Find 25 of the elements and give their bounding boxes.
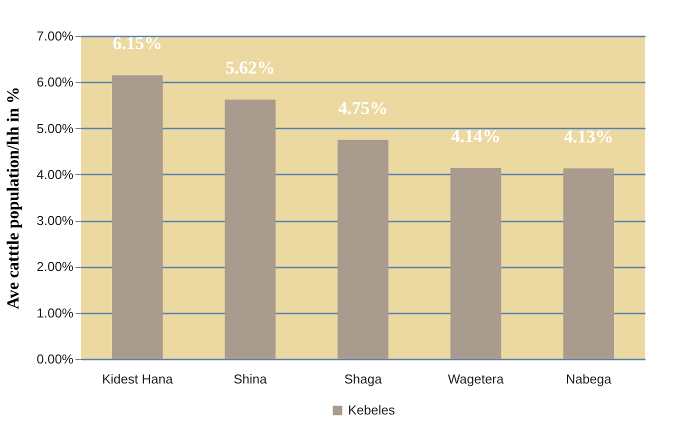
y-tick-label: 4.00%: [36, 166, 74, 182]
data-label: 4.75%: [338, 98, 388, 118]
bar: [450, 168, 502, 359]
y-tick-label: 0.00%: [36, 352, 74, 366]
y-tick-label: 7.00%: [36, 28, 74, 44]
bar: [112, 75, 163, 359]
x-tick-label: Wagetera: [448, 372, 505, 386]
x-tick-label: Kidest Hana: [102, 372, 174, 386]
data-label: 5.62%: [225, 58, 275, 78]
x-tick-label: Nabega: [566, 372, 612, 386]
y-tick-label: 1.00%: [36, 305, 74, 320]
bar: [224, 100, 276, 359]
y-axis-title: Ave catttle population/hh in %: [4, 86, 23, 310]
data-label: 4.14%: [451, 126, 501, 146]
x-tick-label: Shaga: [344, 372, 383, 386]
y-tick-label: 3.00%: [36, 213, 74, 228]
bar: [563, 168, 614, 359]
y-tick-label: 5.00%: [36, 120, 74, 136]
y-tick-label: 6.00%: [36, 74, 74, 90]
legend-label: Kebeles: [348, 402, 396, 418]
data-label: 6.15%: [112, 33, 162, 54]
data-label: 4.13%: [564, 126, 614, 146]
y-tick-label: 2.00%: [36, 259, 74, 274]
x-tick-label: Shina: [234, 372, 268, 386]
bar: [338, 140, 388, 359]
